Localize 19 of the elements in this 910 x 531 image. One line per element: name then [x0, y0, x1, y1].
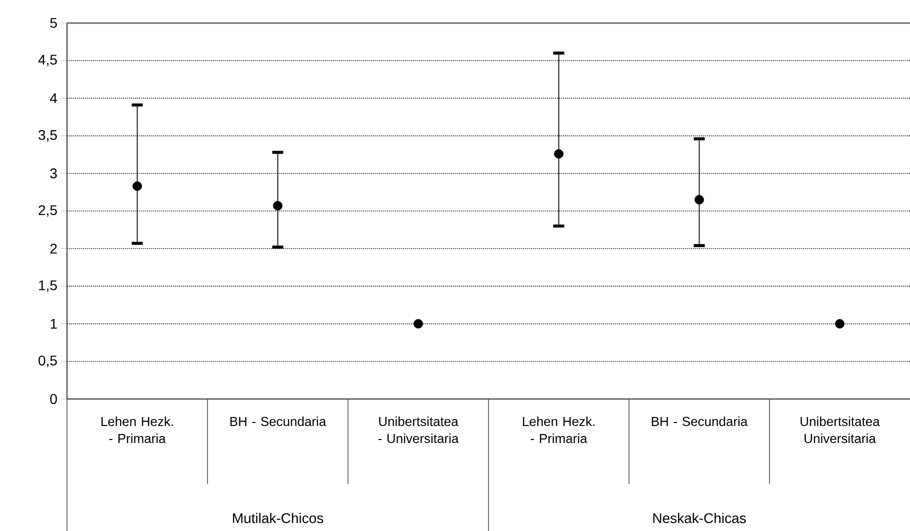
- x-tick-label: Lehen Hezk. - Primaria: [522, 416, 594, 444]
- x-tick-label: Lehen Hezk. - Primaria: [101, 416, 173, 444]
- x-tick-label: BH - Secundaria: [652, 416, 748, 426]
- y-tick-label: 0: [50, 394, 57, 404]
- y-tick-label: 5: [50, 18, 57, 28]
- y-tick-label: 3,5: [38, 130, 57, 142]
- y-tick-label: 3: [50, 168, 57, 178]
- y-tick-label: 2,5: [38, 205, 57, 217]
- y-tick-label: 1,5: [39, 280, 57, 292]
- y-tick-label: 1: [50, 318, 57, 329]
- y-tick-label: 0,5: [38, 356, 57, 368]
- x-tick-label: BH - Secundaria: [230, 416, 326, 426]
- x-tick-label: Unibertsitatea Universitaria: [800, 416, 880, 444]
- text: Mutilak-Chicos: [233, 512, 324, 524]
- x-tick-label: Unibertsitatea - Universitaria: [378, 416, 459, 444]
- y-tick-label: 4,5: [38, 54, 57, 66]
- y-tick-label: 2: [50, 244, 57, 254]
- text: Neskak-Chicas: [653, 512, 746, 524]
- y-tick-label: 4: [50, 93, 58, 104]
